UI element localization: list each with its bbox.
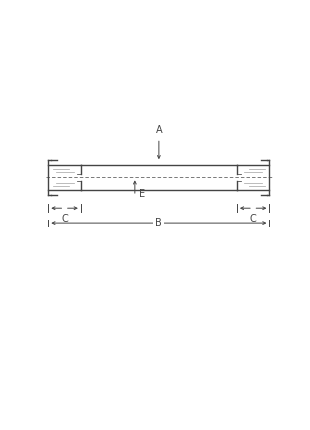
Text: E: E (139, 189, 145, 199)
Text: A: A (156, 125, 162, 135)
Text: C: C (61, 214, 68, 224)
Text: C: C (250, 214, 257, 224)
Text: B: B (156, 218, 162, 228)
